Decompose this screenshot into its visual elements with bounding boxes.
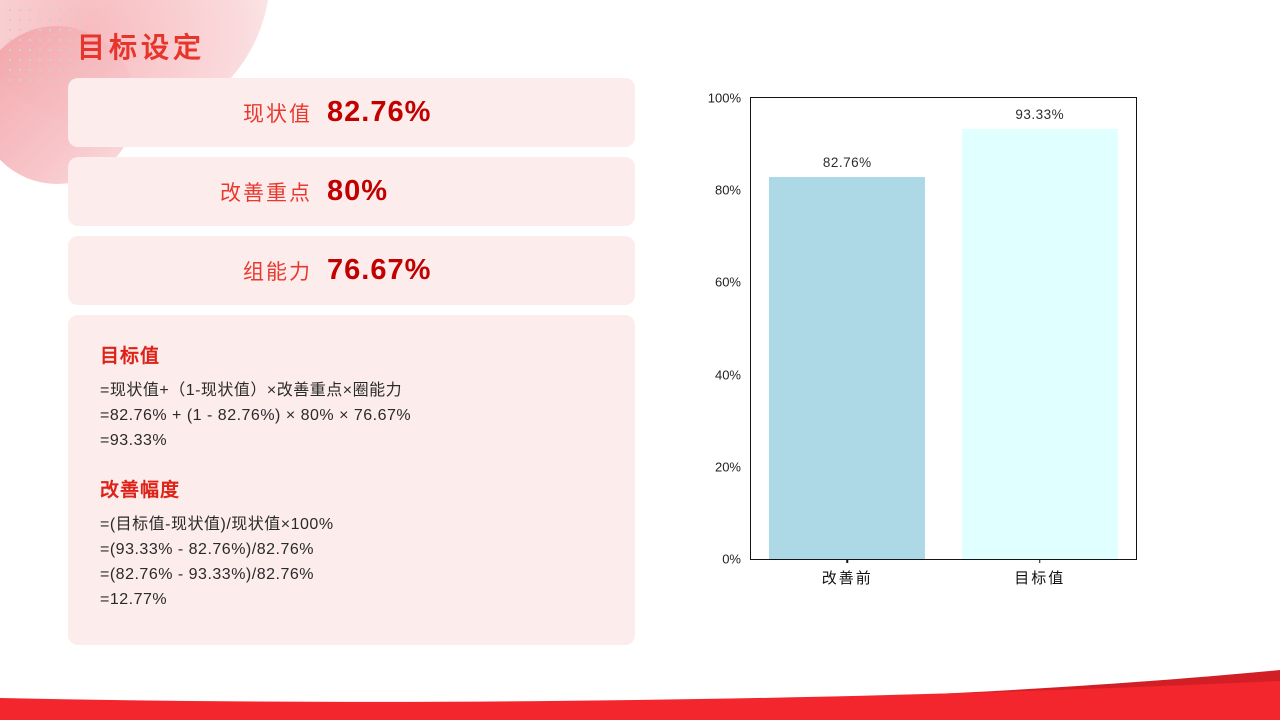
formula-line: =(82.76% - 93.33%)/82.76% [100,566,314,583]
metric-card-improvement-focus: 改善重点 80% [68,157,635,226]
y-axis-tick-label: 40% [714,367,741,383]
bar [769,177,926,559]
formula-line: =现状值+（1-现状值）×改善重点×圈能力 [100,382,403,399]
metric-label: 现状值 [243,102,312,126]
x-axis-category-label: 目标值 [1014,570,1066,587]
metric-value: 82.76% [327,96,432,128]
formula-line: =93.33% [100,432,168,449]
formula-line: =12.77% [100,591,168,608]
metric-value: 76.67% [327,254,432,286]
x-axis-tick-mark [1039,559,1041,563]
bar-chart-plot-area: 100% 80% 60% 40% 20% 0% 82.76% 93.33% 改善… [708,91,1137,587]
x-axis-category-label: 改善前 [821,570,873,587]
y-axis-tick-label: 20% [714,459,741,475]
metric-label: 组能力 [243,260,312,284]
metric-value: 80% [327,175,389,207]
formula-line: =82.76% + (1 - 82.76%) × 80% × 76.67% [100,407,412,424]
y-axis-tick-label: 80% [714,182,741,198]
metric-card-group-capability: 组能力 76.67% [68,236,635,305]
formula-line: =(93.33% - 82.76%)/82.76% [100,541,314,558]
formula-line: =(目标值-现状值)/现状值×100% [100,516,334,533]
wave-main-path [0,681,1280,720]
bar [961,128,1118,559]
formula-panel: 目标值 =现状值+（1-现状值）×改善重点×圈能力 =82.76% + (1 -… [68,315,635,645]
bar-value-label: 93.33% [1015,106,1065,122]
page-title: 目标设定 [77,32,206,63]
metric-label: 改善重点 [220,181,312,205]
y-axis-tick-label: 100% [707,90,741,106]
formula-heading-target-value: 目标值 [100,346,161,367]
formula-heading-improvement-rate: 改善幅度 [100,480,181,501]
bottom-wave-decoration [0,670,1280,720]
metric-card-current-value: 现状值 82.76% [68,78,635,147]
dot-grid-decoration [2,2,82,84]
x-axis-tick-mark [846,559,848,563]
y-axis-tick-label: 0% [722,551,741,567]
bar-value-label: 82.76% [822,155,872,171]
y-axis-tick-label: 60% [714,274,741,290]
